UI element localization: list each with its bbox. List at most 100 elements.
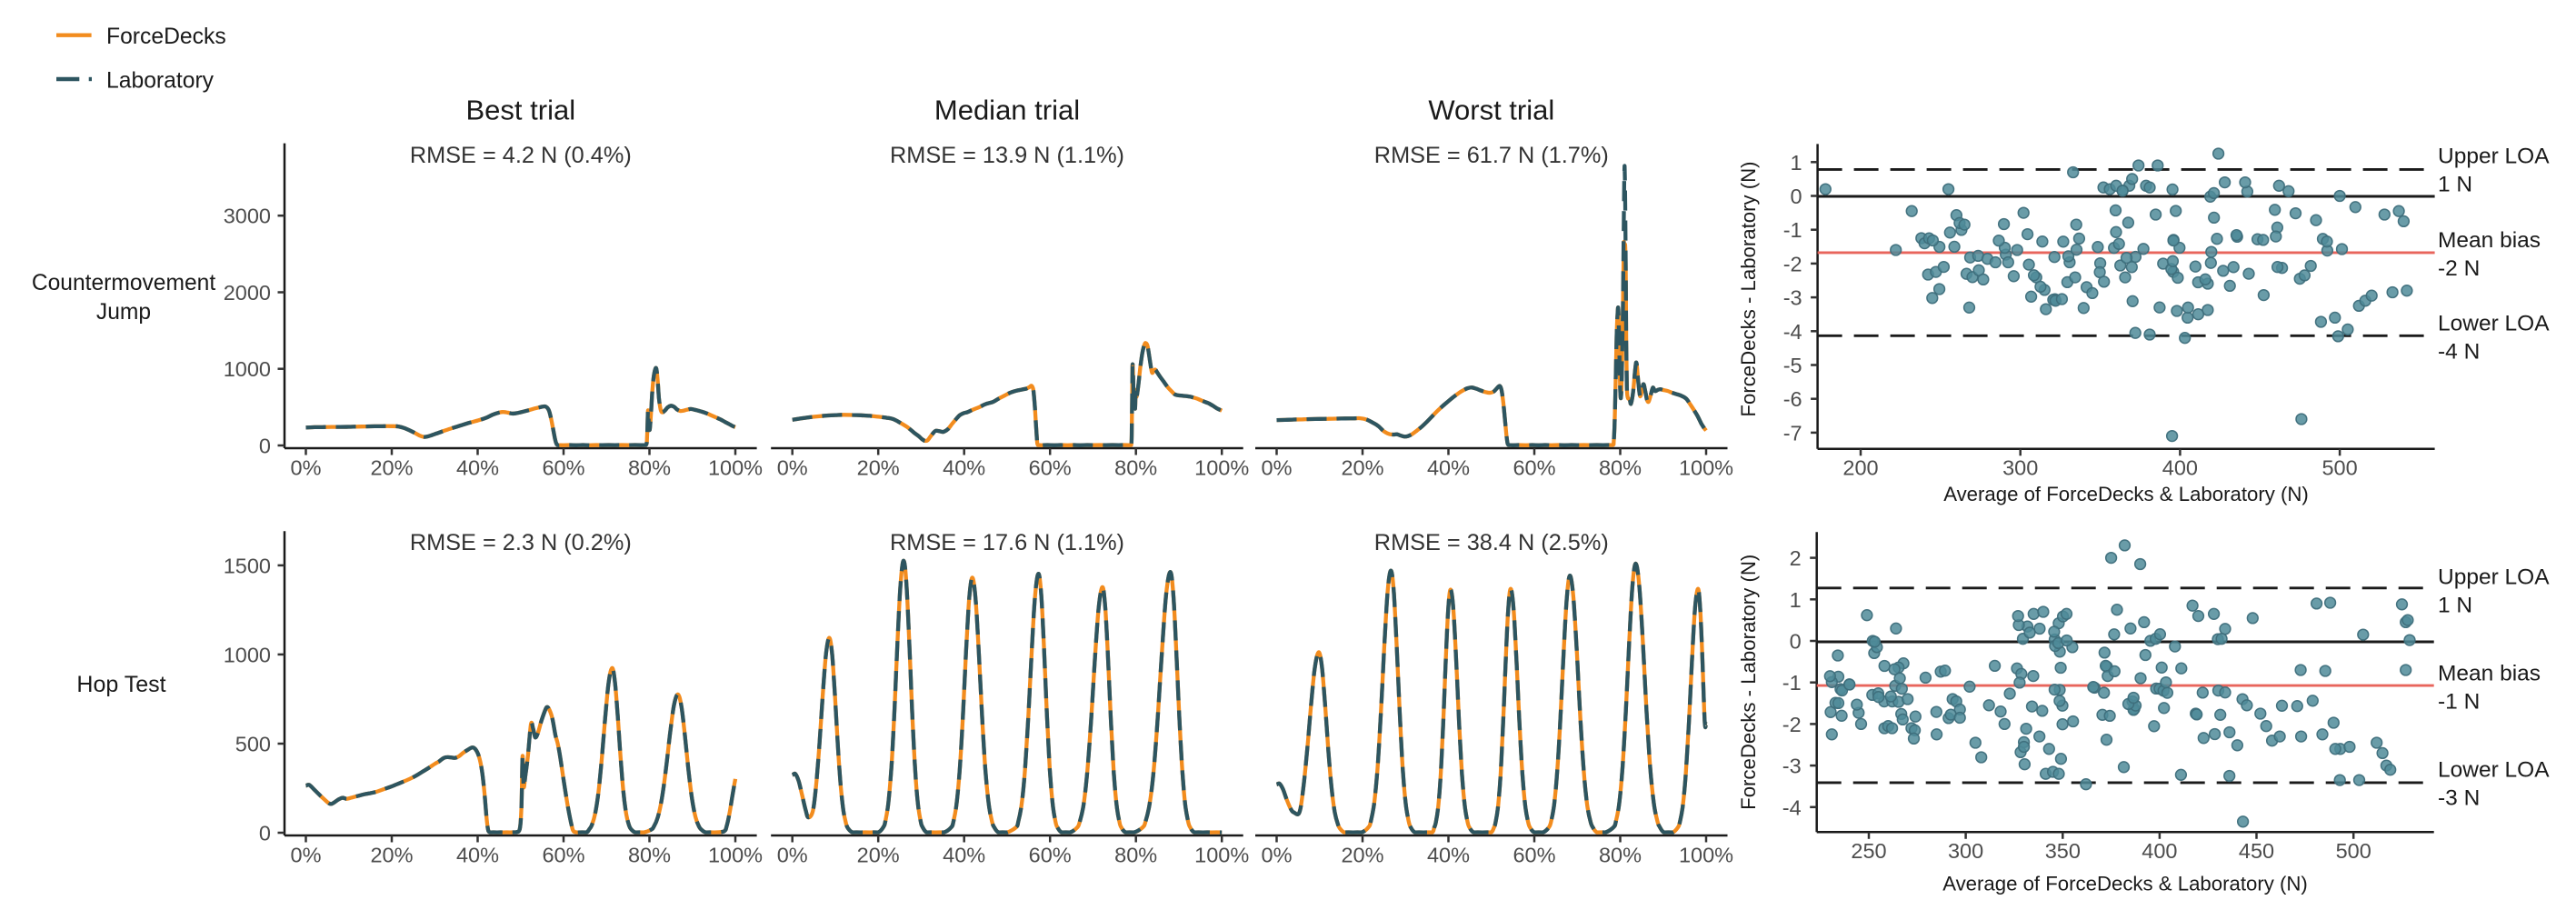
svg-text:1500: 1500	[224, 554, 271, 577]
svg-text:RMSE = 61.7 N (1.7%): RMSE = 61.7 N (1.7%)	[1374, 143, 1609, 168]
svg-text:80%: 80%	[628, 844, 671, 867]
svg-text:3000: 3000	[224, 205, 271, 228]
svg-text:1: 1	[1791, 151, 1802, 175]
svg-text:-2: -2	[1782, 713, 1802, 736]
svg-text:-6: -6	[1783, 387, 1802, 411]
svg-text:1 N: 1 N	[2438, 594, 2472, 618]
svg-text:RMSE = 38.4 N (2.5%): RMSE = 38.4 N (2.5%)	[1374, 530, 1609, 555]
svg-text:ForceDecks: ForceDecks	[106, 25, 226, 49]
svg-text:0%: 0%	[1262, 844, 1293, 867]
svg-text:80%: 80%	[1599, 844, 1642, 867]
svg-text:Average of ForceDecks & Labora: Average of ForceDecks & Laboratory (N)	[1943, 483, 2309, 505]
svg-text:1 N: 1 N	[2438, 173, 2472, 197]
svg-text:100%: 100%	[708, 456, 763, 480]
svg-text:ForceDecks - Laboratory (N): ForceDecks - Laboratory (N)	[1737, 161, 1760, 416]
svg-text:40%: 40%	[456, 456, 499, 480]
svg-text:100%: 100%	[1679, 456, 1733, 480]
svg-text:60%: 60%	[542, 844, 584, 867]
svg-text:2: 2	[1790, 546, 1802, 570]
svg-text:-5: -5	[1783, 354, 1802, 377]
svg-text:500: 500	[235, 733, 271, 756]
svg-text:RMSE = 17.6 N (1.1%): RMSE = 17.6 N (1.1%)	[890, 530, 1124, 555]
svg-text:60%: 60%	[1513, 844, 1555, 867]
svg-text:40%: 40%	[456, 844, 499, 867]
svg-text:0%: 0%	[291, 456, 322, 480]
svg-text:1000: 1000	[224, 643, 271, 666]
svg-text:2000: 2000	[224, 281, 271, 305]
svg-text:Laboratory: Laboratory	[106, 68, 215, 93]
svg-text:400: 400	[2142, 839, 2177, 863]
svg-text:1: 1	[1790, 588, 1802, 612]
svg-text:0%: 0%	[1262, 456, 1293, 480]
svg-text:Hop Test: Hop Test	[76, 672, 165, 697]
svg-text:Mean bias: Mean bias	[2438, 228, 2541, 253]
svg-text:Average of ForceDecks & Labora: Average of ForceDecks & Laboratory (N)	[1942, 873, 2308, 895]
svg-text:500: 500	[2336, 839, 2371, 863]
svg-text:200: 200	[1842, 456, 1878, 480]
svg-text:RMSE = 2.3 N (0.2%): RMSE = 2.3 N (0.2%)	[410, 530, 632, 555]
svg-text:-1: -1	[1783, 218, 1802, 242]
svg-text:500: 500	[2321, 456, 2357, 480]
svg-text:ForceDecks - Laboratory (N): ForceDecks - Laboratory (N)	[1737, 555, 1760, 810]
svg-text:Upper LOA: Upper LOA	[2438, 565, 2550, 590]
svg-text:40%: 40%	[943, 844, 985, 867]
svg-text:Upper LOA: Upper LOA	[2438, 145, 2550, 169]
svg-text:40%: 40%	[943, 456, 985, 480]
svg-text:100%: 100%	[1194, 844, 1249, 867]
svg-text:Mean bias: Mean bias	[2438, 662, 2541, 686]
svg-text:20%: 20%	[857, 456, 900, 480]
svg-text:-2: -2	[1783, 252, 1802, 275]
svg-text:20%: 20%	[1341, 456, 1383, 480]
svg-text:80%: 80%	[1599, 456, 1642, 480]
svg-text:60%: 60%	[1513, 456, 1555, 480]
svg-text:60%: 60%	[542, 456, 584, 480]
svg-text:100%: 100%	[708, 844, 763, 867]
svg-text:40%: 40%	[1427, 456, 1470, 480]
svg-text:20%: 20%	[1341, 844, 1383, 867]
svg-text:250: 250	[1851, 839, 1886, 863]
svg-text:350: 350	[2045, 839, 2081, 863]
svg-text:0%: 0%	[777, 456, 808, 480]
svg-text:300: 300	[1948, 839, 1983, 863]
svg-text:100%: 100%	[1679, 844, 1733, 867]
svg-text:100%: 100%	[1194, 456, 1249, 480]
svg-text:450: 450	[2239, 839, 2274, 863]
svg-text:Median trial: Median trial	[934, 95, 1080, 126]
svg-text:0: 0	[259, 435, 271, 458]
svg-text:40%: 40%	[1427, 844, 1470, 867]
svg-text:Worst trial: Worst trial	[1428, 95, 1554, 126]
svg-text:-3: -3	[1783, 286, 1802, 310]
svg-text:-1 N: -1 N	[2438, 690, 2480, 715]
svg-text:80%: 80%	[1114, 844, 1157, 867]
svg-text:1000: 1000	[224, 357, 271, 381]
svg-text:-4: -4	[1782, 795, 1802, 819]
svg-text:20%: 20%	[370, 456, 413, 480]
svg-text:-3: -3	[1782, 755, 1802, 778]
svg-text:-2 N: -2 N	[2438, 256, 2480, 281]
svg-text:0: 0	[259, 822, 271, 845]
svg-text:Best trial: Best trial	[465, 95, 575, 126]
svg-text:400: 400	[2162, 456, 2198, 480]
svg-text:0%: 0%	[291, 844, 322, 867]
svg-text:-4 N: -4 N	[2438, 340, 2480, 365]
svg-text:300: 300	[2002, 456, 2038, 480]
svg-text:-1: -1	[1782, 671, 1802, 695]
svg-text:-4: -4	[1783, 320, 1802, 344]
svg-text:80%: 80%	[1114, 456, 1157, 480]
svg-text:20%: 20%	[857, 844, 900, 867]
svg-text:0: 0	[1791, 185, 1802, 208]
svg-text:-7: -7	[1783, 421, 1802, 445]
svg-text:20%: 20%	[370, 844, 413, 867]
svg-text:Countermovement: Countermovement	[32, 271, 215, 295]
svg-text:80%: 80%	[628, 456, 671, 480]
svg-text:RMSE = 13.9 N (1.1%): RMSE = 13.9 N (1.1%)	[890, 143, 1124, 168]
svg-text:Jump: Jump	[96, 300, 151, 325]
svg-text:Lower LOA: Lower LOA	[2438, 312, 2550, 336]
svg-text:RMSE = 4.2 N (0.4%): RMSE = 4.2 N (0.4%)	[410, 143, 632, 168]
svg-text:0: 0	[1790, 630, 1802, 654]
svg-text:0%: 0%	[777, 844, 808, 867]
svg-text:-3 N: -3 N	[2438, 785, 2480, 810]
svg-text:Lower LOA: Lower LOA	[2438, 757, 2550, 782]
svg-text:60%: 60%	[1029, 844, 1072, 867]
svg-text:60%: 60%	[1029, 456, 1072, 480]
